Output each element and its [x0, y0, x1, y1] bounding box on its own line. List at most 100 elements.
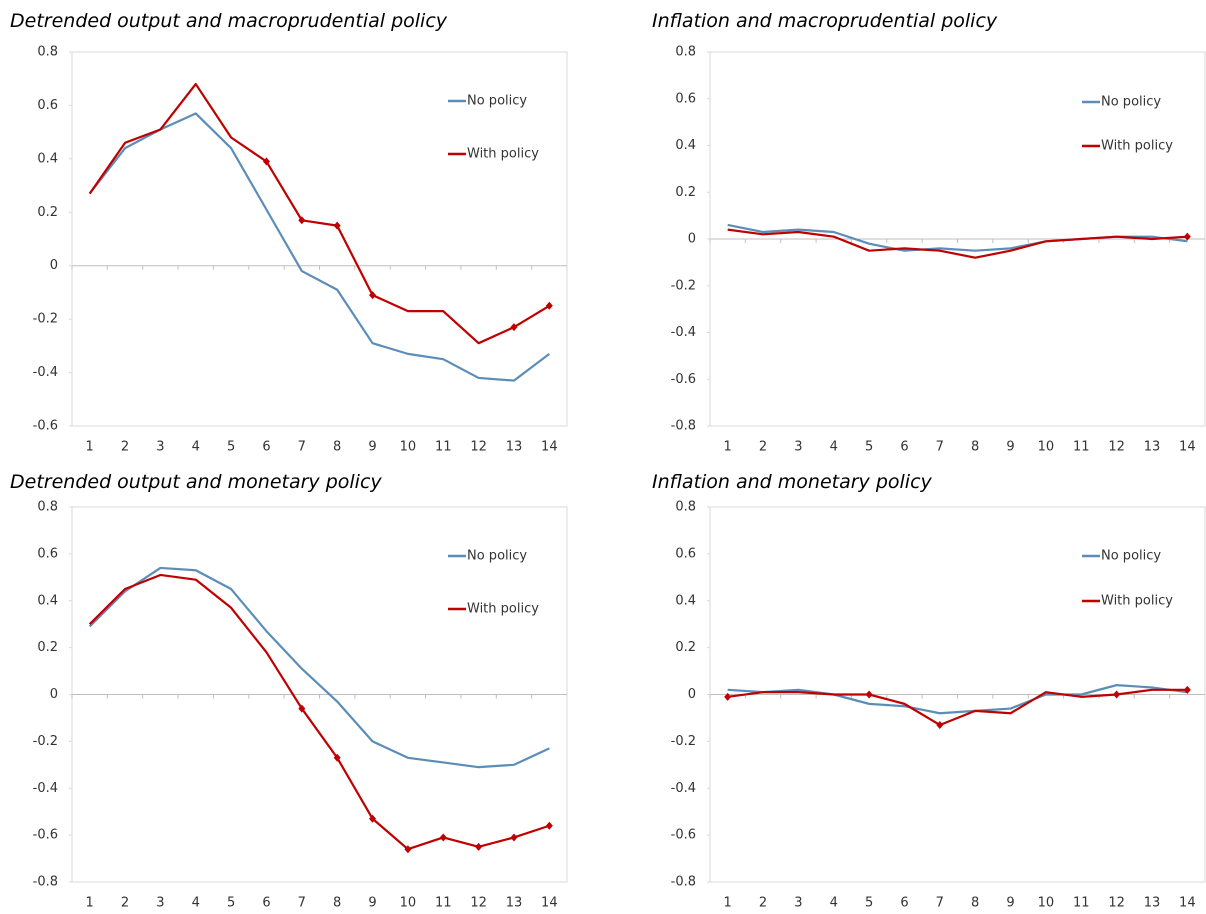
series-line [88, 573, 550, 851]
x-tick-label: 2 [759, 896, 767, 911]
x-tick-label: 2 [121, 440, 129, 455]
y-tick-label: 0.8 [37, 500, 58, 515]
x-tick-label: 5 [227, 896, 235, 911]
y-tick-label: -0.4 [33, 781, 58, 796]
y-tick-label: -0.4 [33, 365, 58, 380]
y-tick-label: 0 [50, 258, 58, 273]
chart-title: Inflation and monetary policy [652, 471, 933, 493]
x-tick-label: 10 [1038, 440, 1055, 455]
y-tick-label: 0.8 [37, 45, 58, 60]
y-tick-label: -0.6 [671, 828, 696, 843]
y-tick-label: -0.2 [33, 734, 58, 749]
x-tick-label: 3 [794, 440, 802, 455]
point-marker [475, 842, 483, 851]
point-marker [404, 845, 412, 854]
y-tick-label: 0.8 [675, 500, 696, 515]
chart-title: Inflation and macroprudential policy [652, 10, 998, 32]
y-tick-label: -0.8 [671, 875, 696, 890]
legend-label: No policy [1101, 549, 1161, 564]
point-marker [1183, 232, 1191, 241]
x-tick-label: 13 [506, 896, 523, 911]
x-tick-label: 10 [1038, 896, 1055, 911]
x-tick-label: 5 [227, 440, 235, 455]
point-marker [865, 690, 873, 699]
y-tick-label: 0.2 [675, 640, 696, 655]
series-line [88, 566, 550, 769]
x-tick-label: 4 [830, 440, 838, 455]
y-tick-label: 0.6 [675, 546, 696, 561]
x-tick-label: 1 [86, 896, 94, 911]
x-tick-label: 5 [865, 440, 873, 455]
point-marker [369, 814, 377, 823]
x-tick-label: 6 [900, 896, 908, 911]
x-tick-label: 12 [470, 440, 487, 455]
legend-label: No policy [467, 94, 527, 109]
x-tick-label: 13 [506, 440, 523, 455]
y-tick-label: 0.4 [37, 151, 58, 166]
point-marker [545, 821, 553, 830]
x-tick-label: 1 [724, 440, 732, 455]
x-tick-label: 14 [1179, 896, 1196, 911]
chart-title: Detrended output and macroprudential pol… [10, 10, 448, 32]
x-tick-label: 9 [368, 440, 376, 455]
x-tick-label: 8 [333, 440, 341, 455]
y-tick-label: -0.6 [33, 419, 58, 434]
x-tick-label: 12 [1108, 896, 1125, 911]
point-marker [369, 291, 377, 300]
x-tick-label: 11 [1073, 440, 1090, 455]
y-tick-label: 0.6 [37, 98, 58, 113]
x-tick-label: 14 [1179, 440, 1196, 455]
series-line [88, 82, 550, 345]
y-tick-label: -0.2 [671, 734, 696, 749]
x-tick-label: 7 [936, 896, 944, 911]
y-tick-label: -0.4 [671, 325, 696, 340]
plot-border [71, 51, 568, 427]
point-marker [298, 216, 306, 225]
y-tick-label: 0.2 [675, 185, 696, 200]
y-tick-label: 0.2 [37, 205, 58, 220]
x-tick-label: 4 [830, 896, 838, 911]
y-tick-label: 0.6 [675, 91, 696, 106]
x-tick-label: 13 [1144, 440, 1161, 455]
x-tick-label: 3 [156, 896, 164, 911]
x-tick-label: 7 [936, 440, 944, 455]
point-marker [333, 753, 341, 762]
chart-title: Detrended output and monetary policy [10, 471, 382, 493]
y-tick-label: -0.4 [671, 781, 696, 796]
x-tick-label: 10 [400, 896, 417, 911]
x-tick-label: 9 [368, 896, 376, 911]
x-tick-label: 4 [192, 440, 200, 455]
x-tick-label: 6 [262, 896, 270, 911]
y-tick-label: 0 [688, 687, 696, 702]
y-tick-label: 0.4 [675, 593, 696, 608]
x-tick-label: 11 [435, 896, 452, 911]
y-tick-label: 0.6 [37, 546, 58, 561]
y-tick-label: 0.4 [37, 593, 58, 608]
legend-label: With policy [467, 602, 539, 617]
x-tick-label: 3 [794, 896, 802, 911]
y-tick-label: -0.8 [33, 875, 58, 890]
legend-label: With policy [1101, 139, 1173, 154]
x-tick-label: 8 [971, 896, 979, 911]
y-tick-label: 0.4 [675, 138, 696, 153]
y-tick-label: -0.8 [671, 419, 696, 434]
x-tick-label: 9 [1006, 896, 1014, 911]
y-tick-label: -0.2 [33, 312, 58, 327]
x-tick-label: 10 [400, 440, 417, 455]
x-tick-label: 2 [759, 440, 767, 455]
x-tick-label: 8 [333, 896, 341, 911]
legend-label: With policy [467, 147, 539, 162]
x-tick-label: 14 [541, 440, 558, 455]
y-tick-label: -0.6 [671, 372, 696, 387]
legend-label: No policy [1101, 95, 1161, 110]
x-tick-label: 13 [1144, 896, 1161, 911]
x-tick-label: 7 [298, 896, 306, 911]
y-tick-label: 0 [50, 687, 58, 702]
series-line [727, 228, 1188, 259]
y-tick-label: 0.8 [675, 45, 696, 60]
point-marker [545, 301, 553, 310]
x-tick-label: 1 [86, 440, 94, 455]
x-tick-label: 11 [1073, 896, 1090, 911]
x-tick-label: 6 [262, 440, 270, 455]
